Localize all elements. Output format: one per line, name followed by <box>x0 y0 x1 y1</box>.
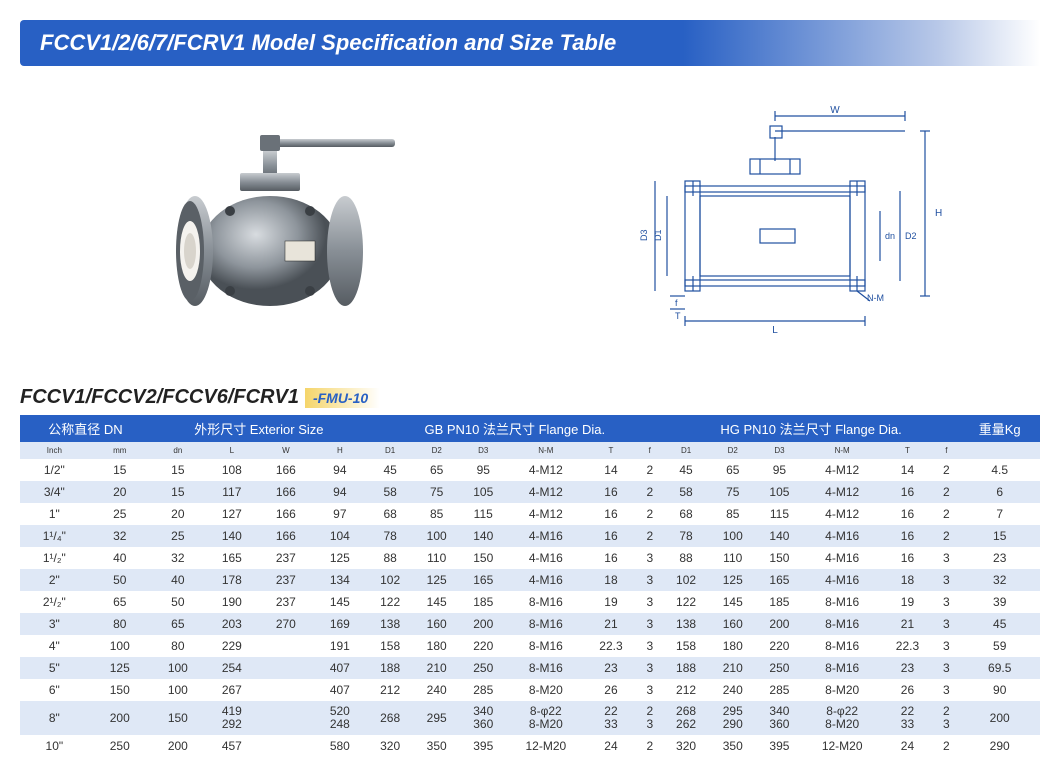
table-row: 1¹/₂"4032165237125881101504-M16163881101… <box>20 547 1040 569</box>
table-row: 4"100802291911581802208-M1622.3315818022… <box>20 635 1040 657</box>
svg-text:D2: D2 <box>905 231 917 241</box>
page-title: FCCV1/2/6/7/FCRV1 Model Specification an… <box>20 20 1040 66</box>
svg-text:D3: D3 <box>639 229 649 241</box>
hdr-weight: 重量Kg <box>959 415 1040 442</box>
hdr-dn: 公称直径 DN <box>20 415 151 442</box>
svg-text:dn: dn <box>885 231 895 241</box>
table-row: 3"80652032701691381602008-M1621313816020… <box>20 613 1040 635</box>
hdr-hg: HG PN10 法兰尺寸 Flange Dia. <box>663 415 960 442</box>
table-row: 1/2"1515108166944565954-M121424565954-M1… <box>20 459 1040 481</box>
svg-text:L: L <box>772 325 778 336</box>
subheader-suffix: -FMU-10 <box>305 388 380 408</box>
table-row: 6"1501002674072122402858-M20263212240285… <box>20 679 1040 701</box>
svg-text:T: T <box>675 311 681 321</box>
table-subheader: FCCV1/FCCV2/FCCV6/FCRV1 -FMU-10 <box>20 386 1040 409</box>
table-row: 5"1251002544071882102508-M16233188210250… <box>20 657 1040 679</box>
svg-text:N-M: N-M <box>867 293 884 303</box>
subheader-models: FCCV1/FCCV2/FCCV6/FCRV1 <box>20 386 299 409</box>
svg-text:H: H <box>935 208 942 219</box>
table-row: 1"25201271669768851154-M1216268851154-M1… <box>20 503 1040 525</box>
table-row: 10"25020045758032035039512-M202423203503… <box>20 735 1040 757</box>
hdr-gb: GB PN10 法兰尺寸 Flange Dia. <box>367 415 663 442</box>
product-photo <box>105 101 445 341</box>
svg-text:f: f <box>675 298 678 308</box>
hdr-sub-row: Inch mm dn L W H D1 D2 D3 N-M T f D1 D2 … <box>20 442 1040 459</box>
figures-row: W H <box>20 96 1040 346</box>
table-row: 8"2001504192925202482682953403608-φ228-M… <box>20 701 1040 735</box>
hdr-ext: 外形尺寸 Exterior Size <box>151 415 367 442</box>
table-row: 3/4"20151171669458751054-M1216258751054-… <box>20 481 1040 503</box>
technical-diagram: W H <box>615 101 955 341</box>
spec-table: 公称直径 DN 外形尺寸 Exterior Size GB PN10 法兰尺寸 … <box>20 415 1040 757</box>
table-row: 2"50401782371341021251654-M1618310212516… <box>20 569 1040 591</box>
table-row: 2¹/₂"65501902371451221451858-M1619312214… <box>20 591 1040 613</box>
table-row: 1¹/₄"3225140166104781001404-M16162781001… <box>20 525 1040 547</box>
svg-text:W: W <box>830 105 840 116</box>
svg-text:D1: D1 <box>653 229 663 241</box>
